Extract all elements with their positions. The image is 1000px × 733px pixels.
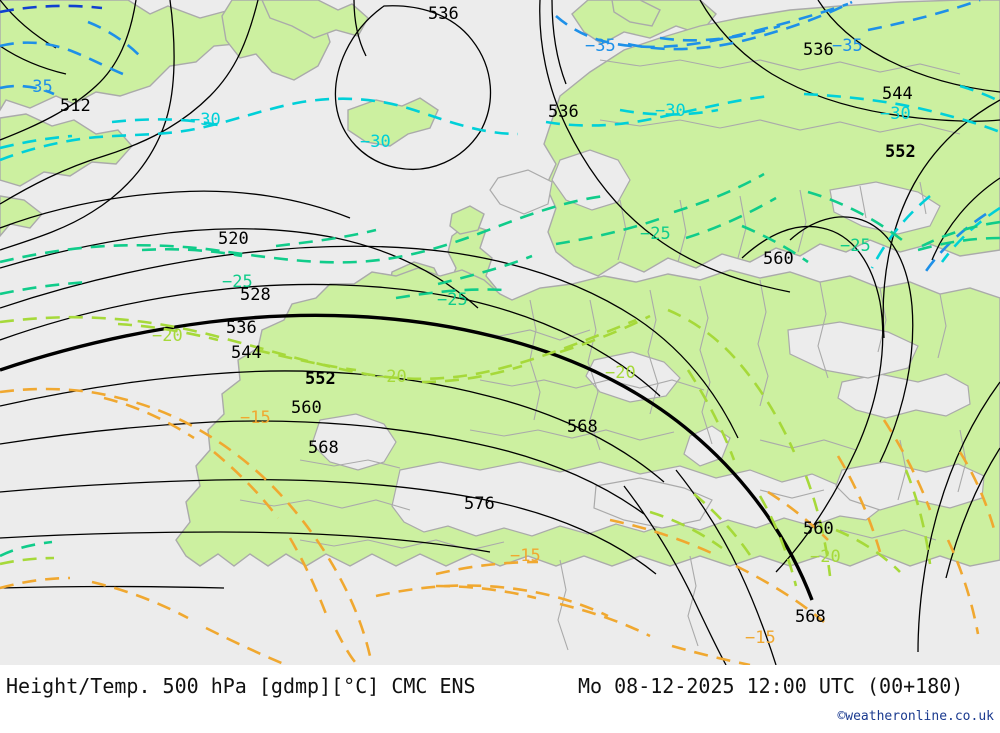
- height-contour-label: 560: [763, 249, 794, 269]
- height-contour-label: 528: [240, 285, 271, 305]
- temperature-contour-label: −30: [190, 110, 221, 130]
- temperature-contour-label: −30: [880, 104, 911, 124]
- temperature-contour-label: −15: [510, 546, 541, 566]
- temperature-contour-label: −25: [640, 224, 671, 244]
- height-contour-label: 560: [291, 398, 322, 418]
- height-contour-label: 520: [218, 229, 249, 249]
- height-contour-layer: [0, 0, 1000, 665]
- height-contour-label: 576: [464, 494, 495, 514]
- height-contour-label: 552: [305, 369, 336, 389]
- temperature-contour-layer: [0, 0, 1000, 665]
- temperature-contour-label: −20: [810, 547, 841, 567]
- temperature-contour-label: −20: [376, 367, 407, 387]
- height-contour-label: 512: [60, 96, 91, 116]
- temperature-contour-label: −30: [655, 101, 686, 121]
- height-contour-label: 552: [885, 142, 916, 162]
- temperature-contour-label: −15: [240, 408, 271, 428]
- temperature-contour-label: −20: [152, 326, 183, 346]
- height-contour-label: 544: [882, 84, 913, 104]
- temperature-contour-label: −25: [437, 290, 468, 310]
- temperature-contour-label: −35: [585, 36, 616, 56]
- temperature-contour-label: −25: [222, 272, 253, 292]
- temperature-contour-label: −35: [832, 36, 863, 56]
- map-svg: [0, 0, 1000, 665]
- footer-bar: Height/Temp. 500 hPa [gdmp][°C] CMC ENS …: [0, 665, 1000, 733]
- chart-title: Height/Temp. 500 hPa [gdmp][°C] CMC ENS: [6, 674, 476, 698]
- temperature-contour-label: −35: [22, 77, 53, 97]
- temperature-contour-label: −30: [360, 132, 391, 152]
- height-contour-label: 568: [567, 417, 598, 437]
- chart-valid-time: Mo 08-12-2025 12:00 UTC (00+180): [578, 674, 964, 698]
- height-contour-label: 536: [428, 4, 459, 24]
- border-layer: [239, 59, 967, 651]
- map-canvas[interactable]: 512 536 536 536 544 552 520 528 536 544 552 560 560 5…: [0, 0, 1000, 665]
- height-contour-label: 536: [803, 40, 834, 60]
- height-contour-label: 544: [231, 343, 262, 363]
- copyright-notice: ©weatheronline.co.uk: [837, 709, 994, 724]
- sea-intrusion-layer: [311, 149, 985, 537]
- height-contour-label: 536: [548, 102, 579, 122]
- height-contour-label: 536: [226, 318, 257, 338]
- temperature-contour-label: −20: [605, 363, 636, 383]
- height-contour-label: 568: [308, 438, 339, 458]
- temperature-contour-label: −25: [840, 236, 871, 256]
- height-contour-label: 568: [795, 607, 826, 627]
- height-contour-label: 560: [803, 519, 834, 539]
- temperature-contour-label: −15: [745, 628, 776, 648]
